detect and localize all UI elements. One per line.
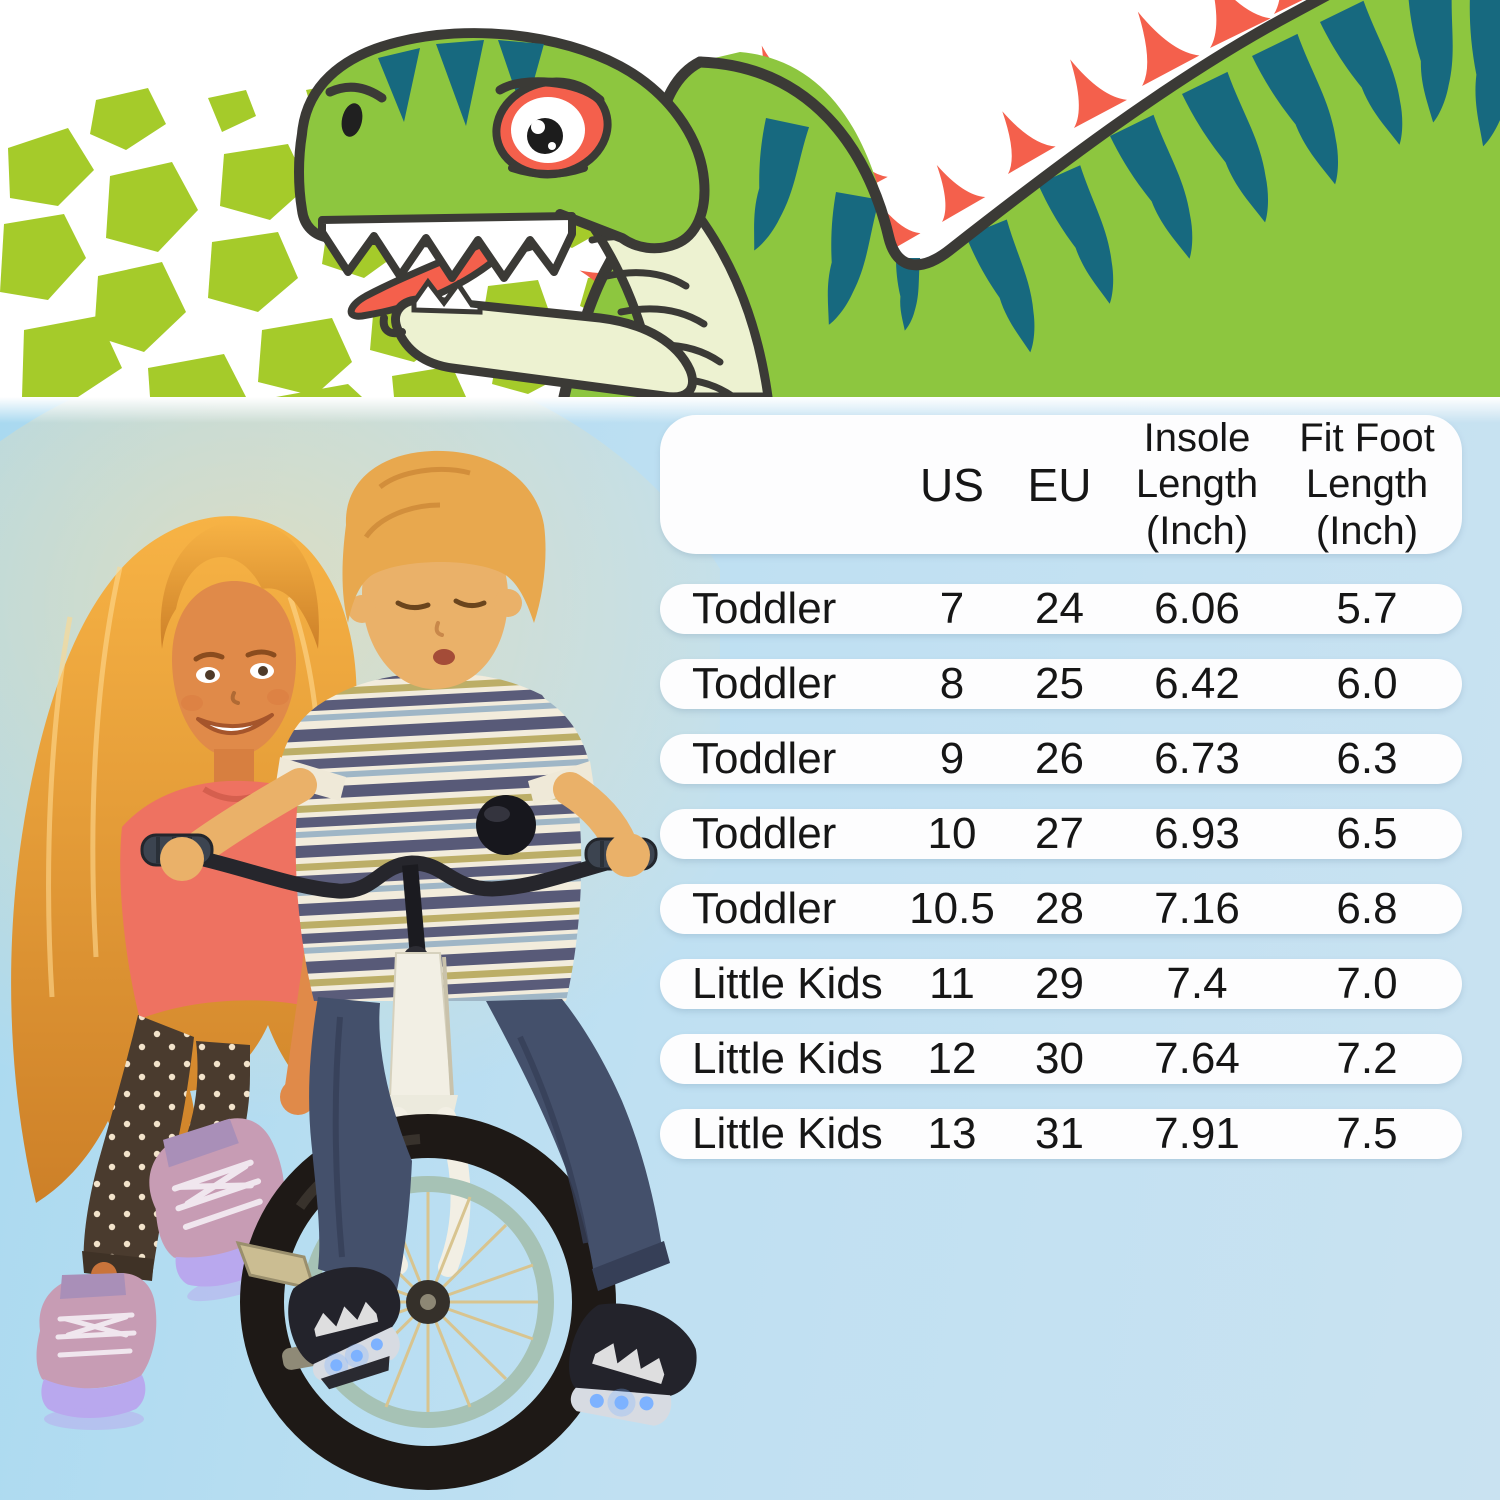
- size-row: Toddler 10.5 28 7.16 6.8: [660, 884, 1462, 935]
- cell-category: Toddler: [692, 584, 837, 634]
- cell-insole: 6.06: [1154, 584, 1240, 634]
- cell-us: 11: [929, 959, 975, 1009]
- boy-shirt: [295, 673, 582, 1001]
- size-row: Toddler 10 27 6.93 6.5: [660, 809, 1462, 860]
- cell-category: Toddler: [692, 884, 837, 934]
- cell-insole: 6.93: [1154, 809, 1240, 859]
- light-up-sneaker-pink-raised: [149, 1118, 296, 1302]
- cell-us: 10: [927, 809, 977, 859]
- cell-insole: 6.42: [1154, 659, 1240, 709]
- column-header-us: US: [920, 458, 984, 511]
- cell-us: 10.5: [909, 884, 995, 934]
- dinosaur-illustration: [294, 0, 1500, 397]
- size-chart-header: US EU Insole Length (Inch) Fit Foot Leng…: [660, 415, 1462, 555]
- light-up-sneaker-pink: [36, 1273, 157, 1430]
- mouth-crease: [508, 164, 588, 178]
- cell-category: Little Kids: [692, 1109, 883, 1159]
- lower-teeth: [411, 277, 483, 315]
- content-area: US EU Insole Length (Inch) Fit Foot Leng…: [0, 397, 1500, 1500]
- cell-eu: 29: [1035, 959, 1084, 1009]
- girl-fringe: [160, 520, 319, 649]
- boy-jeans: [309, 997, 670, 1295]
- cell-us: 7: [939, 584, 965, 634]
- cell-eu: 26: [1035, 734, 1084, 784]
- light-up-sneaker-black-pedal: [288, 1267, 401, 1390]
- boy-face-features: [395, 598, 487, 665]
- boy-right-hand: [160, 837, 204, 881]
- cell-eu: 31: [1035, 1109, 1084, 1159]
- cell-fit: 5.7: [1336, 584, 1398, 634]
- cell-fit: 6.0: [1336, 659, 1398, 709]
- cell-fit: 7.5: [1336, 1109, 1398, 1159]
- cell-insole: 7.4: [1166, 959, 1228, 1009]
- cell-eu: 30: [1035, 1034, 1084, 1084]
- size-row: Toddler 7 24 6.06 5.7: [660, 584, 1462, 635]
- column-header-fit-foot-length: Fit Foot Length (Inch): [1299, 416, 1435, 553]
- girl-face-features: [181, 649, 289, 735]
- cell-fit: 6.8: [1336, 884, 1398, 934]
- dinosaur-eye: [492, 77, 612, 179]
- size-row: Little Kids 13 31 7.91 7.5: [660, 1109, 1462, 1160]
- column-header-insole-length: Insole Length (Inch): [1135, 416, 1259, 553]
- banner-art: [0, 0, 1500, 397]
- boy-figure: [173, 450, 639, 1001]
- cell-fit: 7.0: [1336, 959, 1398, 1009]
- cell-us: 9: [939, 734, 965, 784]
- cell-category: Toddler: [692, 659, 837, 709]
- cell-eu: 27: [1035, 809, 1084, 859]
- cell-fit: 6.3: [1336, 734, 1398, 784]
- dinosaur-head: [294, 28, 710, 397]
- cell-fit: 6.5: [1336, 809, 1398, 859]
- cell-eu: 24: [1035, 584, 1084, 634]
- size-chart: US EU Insole Length (Inch) Fit Foot Leng…: [660, 415, 1462, 1160]
- upper-teeth: [318, 212, 576, 282]
- size-row: Little Kids 11 29 7.4 7.0: [660, 959, 1462, 1010]
- cell-insole: 7.16: [1154, 884, 1240, 934]
- head-spikes: [378, 40, 544, 126]
- size-row: Toddler 8 25 6.42 6.0: [660, 659, 1462, 710]
- cell-category: Toddler: [692, 734, 837, 784]
- boy-left-hand: [606, 833, 650, 877]
- kids-balance-bike-photo: [0, 397, 720, 1490]
- dinosaur-body: [560, 0, 1500, 397]
- cell-eu: 28: [1035, 884, 1084, 934]
- cell-insole: 6.73: [1154, 734, 1240, 784]
- cell-category: Toddler: [692, 809, 837, 859]
- dinosaur-banner: [0, 0, 1500, 397]
- girl-hand: [280, 1079, 316, 1115]
- cell-fit: 7.2: [1336, 1034, 1398, 1084]
- column-header-eu: EU: [1027, 458, 1092, 511]
- size-row: Toddler 9 26 6.73 6.3: [660, 734, 1462, 785]
- cell-us: 8: [939, 659, 965, 709]
- cell-category: Little Kids: [692, 959, 883, 1009]
- stem: [402, 864, 426, 958]
- cell-us: 12: [927, 1034, 977, 1084]
- cell-insole: 7.64: [1154, 1034, 1240, 1084]
- cell-insole: 7.91: [1154, 1109, 1240, 1159]
- cell-eu: 25: [1035, 659, 1084, 709]
- cell-us: 13: [927, 1109, 977, 1159]
- girl-face: [172, 581, 296, 757]
- handlebar: [144, 841, 656, 899]
- boy-hair: [342, 450, 546, 623]
- light-up-sneaker-black: [569, 1303, 697, 1426]
- size-row: Little Kids 12 30 7.64 7.2: [660, 1034, 1462, 1085]
- nostril: [341, 103, 363, 137]
- cell-category: Little Kids: [692, 1034, 883, 1084]
- snout-brow: [325, 82, 387, 103]
- bike-bell: [476, 795, 536, 855]
